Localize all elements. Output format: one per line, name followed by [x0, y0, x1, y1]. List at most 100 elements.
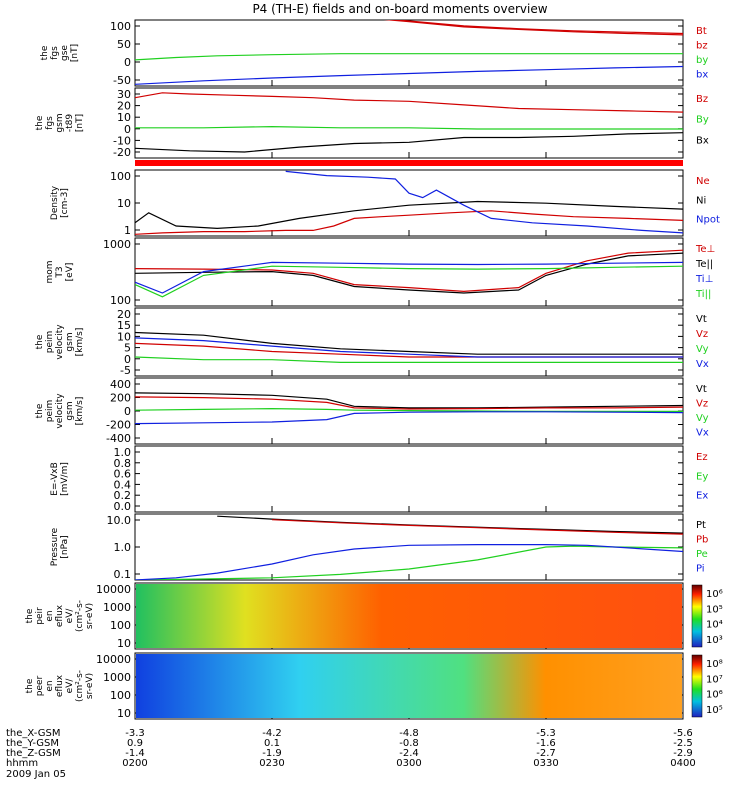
colorbar — [691, 654, 703, 718]
y-tick-label: 50 — [117, 38, 131, 51]
y-axis-label-line: mom — [45, 260, 55, 283]
y-tick-label: 100 — [110, 294, 131, 307]
y-axis-label-line: fgs — [50, 46, 60, 60]
y-tick-label: 20 — [117, 100, 131, 113]
legend-Pt: Pt — [696, 520, 706, 531]
legend-Te||: Te|| — [695, 259, 713, 270]
y-tick-label: 0.6 — [114, 468, 132, 481]
y-tick-label: 1000 — [103, 238, 131, 251]
y-tick-label: 0.0 — [114, 500, 132, 513]
y-tick-label: 1.0 — [114, 446, 132, 459]
y-axis-label: momT3[eV] — [45, 260, 75, 283]
y-axis-label-line: the — [40, 45, 50, 60]
y-axis-label: thepeirenefluxeV/(cm²-s-sr-eV) — [25, 600, 95, 632]
x-axis-annotations: the_X-GSM -3.3 -4.2 -4.8 -5.3 -5.6 the_Y-GSM 0.… — [6, 728, 696, 780]
series-line-Pt — [217, 515, 683, 534]
legend-Bt: Bt — [696, 26, 707, 37]
series-line-Pe — [135, 545, 683, 580]
series-line-Vz — [135, 342, 683, 358]
y-axis-label: Pressure[nPa] — [50, 527, 70, 566]
y-tick-label: -10 — [113, 134, 131, 147]
series-line-Bt — [391, 20, 683, 35]
y-tick-label: 10 — [117, 197, 131, 210]
y-axis-label-line: sr-eV) — [85, 603, 95, 629]
legend-Vz: Vz — [696, 399, 708, 410]
y-axis-label-line: [km/s] — [75, 397, 85, 426]
x-row-value: 0330 — [533, 758, 558, 769]
y-tick-label: 20 — [117, 308, 131, 321]
legend-Pi: Pi — [696, 564, 705, 575]
colorbar-tick-label: 10⁶ — [706, 589, 723, 600]
y-axis-label-line: velocity — [55, 324, 65, 360]
y-tick-label: -50 — [113, 74, 131, 87]
legend-by: by — [696, 55, 708, 66]
series-line-Bz — [135, 92, 683, 113]
y-axis-label-line: peer — [35, 675, 45, 696]
y-axis-label: thefgsgse[nT] — [40, 44, 80, 62]
legend-Vt: Vt — [696, 384, 707, 395]
data-gap-bar — [135, 160, 683, 166]
legend-Te⊥: Te⊥ — [695, 244, 715, 255]
y-tick-label: 200 — [110, 392, 131, 405]
series-line-Vy — [135, 356, 683, 363]
panel-density: Density[cm-3] 100 10 1 Ne Ni Npot — [50, 169, 720, 237]
colorbar-tick-label: 10⁶ — [706, 690, 723, 701]
y-tick-label: 15 — [117, 319, 131, 332]
legend-Vx: Vx — [696, 428, 709, 439]
spectrogram-frame — [134, 652, 684, 720]
y-axis-label-line: [km/s] — [75, 328, 85, 357]
panels-group: thefgsgse[nT]100500-50Btbzbybxthefgsgsm-… — [25, 19, 723, 720]
y-axis-label: thepeimvelocitygsm[km/s] — [35, 393, 85, 429]
series-line-Npot — [285, 170, 683, 234]
panel-mom_temp: momT3[eV] 1000 100 Te⊥ Te|| Ti⊥ Ti|| — [45, 237, 715, 307]
legend-Vy: Vy — [696, 344, 709, 355]
series-line-bz — [383, 20, 683, 36]
x-row-value: 0400 — [670, 758, 695, 769]
y-axis-label-line: the — [25, 608, 35, 623]
y-tick-label: 5 — [124, 342, 131, 355]
y-tick-label: 0 — [124, 353, 131, 366]
y-axis-label-line: (cm²-s- — [75, 600, 85, 632]
legend-Ey: Ey — [696, 471, 708, 482]
x-row-value: 0200 — [122, 758, 147, 769]
y-axis-label-line: peim — [45, 331, 55, 354]
x-row-value: 0.9 — [127, 738, 143, 749]
legend-Vt: Vt — [696, 314, 707, 325]
colorbar-tick-label: 10⁴ — [706, 620, 723, 631]
y-tick-label: 10000 — [96, 653, 131, 666]
legend-Ti||: Ti|| — [695, 289, 711, 300]
legend-Npot: Npot — [696, 215, 720, 226]
y-axis-label-line: [nPa] — [60, 535, 70, 558]
y-axis-label-line: the — [35, 115, 45, 130]
y-tick-label: -5 — [120, 364, 131, 377]
y-axis-label-line: -t89 — [65, 114, 75, 133]
y-axis-label-line: fgs — [45, 116, 55, 130]
x-row-label: the_X-GSM — [6, 728, 60, 739]
series-line-Vx — [135, 337, 683, 358]
panel-pressure: Pressure[nPa] 10.0 1.0 0.1 Pt Pb Pe Pi — [50, 513, 708, 581]
y-axis-label-line: eV/ — [65, 678, 75, 694]
y-axis-label-line: eflux — [55, 674, 65, 697]
y-tick-label: 0 — [124, 405, 131, 418]
legend-Vz: Vz — [696, 329, 708, 340]
y-axis-label-line: the — [25, 678, 35, 693]
legend-Ez: Ez — [696, 452, 708, 463]
series-line-Vy — [135, 407, 683, 412]
spectrogram-image — [136, 654, 682, 718]
y-axis-label-line: peim — [45, 400, 55, 423]
series-line-Ti⊥ — [135, 261, 683, 294]
y-axis-label-line: gsm — [65, 332, 75, 351]
y-axis-label-line: eV/ — [65, 608, 75, 624]
x-row-value: -4.2 — [262, 728, 282, 739]
legend-Ni: Ni — [696, 195, 706, 206]
colorbar-tick-label: 10⁷ — [706, 674, 723, 685]
x-row-value: -2.5 — [673, 738, 693, 749]
x-row-value: -1.4 — [125, 748, 145, 759]
y-tick-label: 10 — [117, 330, 131, 343]
colorbar-tick-label: 10⁵ — [706, 604, 723, 615]
y-axis-label-line: the — [35, 403, 45, 418]
x-row-value: -3.3 — [125, 728, 145, 739]
y-axis-label-line: peir — [35, 607, 45, 625]
